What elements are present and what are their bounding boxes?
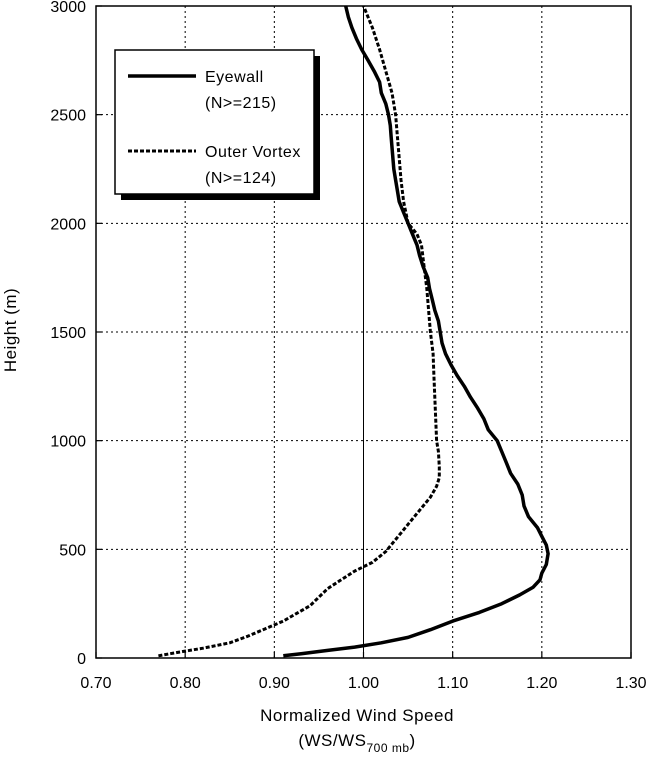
legend-label-eyewall: Eyewall: [205, 69, 264, 86]
x-tick-label: 1.10: [437, 675, 468, 692]
y-tick-labels: 0 500 1000 1500 2000 2500 3000: [50, 0, 102, 668]
legend-label-outer-vortex: Outer Vortex: [205, 144, 301, 161]
legend-count-eyewall: (N>=215): [205, 95, 277, 112]
y-tick-label: 1000: [50, 434, 86, 451]
x-axis-title: Normalized Wind Speed: [260, 706, 454, 725]
x-axis-title-main: (WS/WS: [298, 731, 366, 750]
x-tick-label: 0.80: [170, 675, 201, 692]
x-axis-title-end: ): [410, 731, 416, 750]
legend-box: [114, 49, 315, 195]
y-tick-label: 2000: [50, 216, 86, 233]
series-line-eyewall: [283, 5, 550, 658]
x-tick-label: 1.00: [348, 675, 379, 692]
x-axis-title-line2: (WS/WS700 mb): [298, 731, 415, 755]
x-tick-label: 0.90: [259, 675, 290, 692]
y-tick-label: 2500: [50, 108, 86, 125]
y-axis-title: Height (m): [1, 288, 20, 372]
y-tick-label: 1500: [50, 325, 86, 342]
x-tick-label: 0.70: [80, 675, 111, 692]
x-axis-title-subscript: 700 mb: [366, 741, 409, 755]
x-tick-labels: 0.70 0.80 0.90 1.00 1.10 1.20 1.30: [80, 652, 647, 692]
series-line-outer-vortex: [158, 5, 441, 658]
x-tick-label: 1.20: [526, 675, 557, 692]
y-tick-label: 500: [59, 542, 86, 559]
y-tick-label: 0: [77, 651, 86, 668]
legend-count-outer-vortex: (N>=124): [205, 170, 277, 187]
y-tick-label: 3000: [50, 0, 86, 16]
x-tick-label: 1.30: [615, 675, 646, 692]
series-group: [158, 5, 550, 658]
legend: Eyewall (N>=215) Outer Vortex (N>=124): [114, 49, 320, 200]
